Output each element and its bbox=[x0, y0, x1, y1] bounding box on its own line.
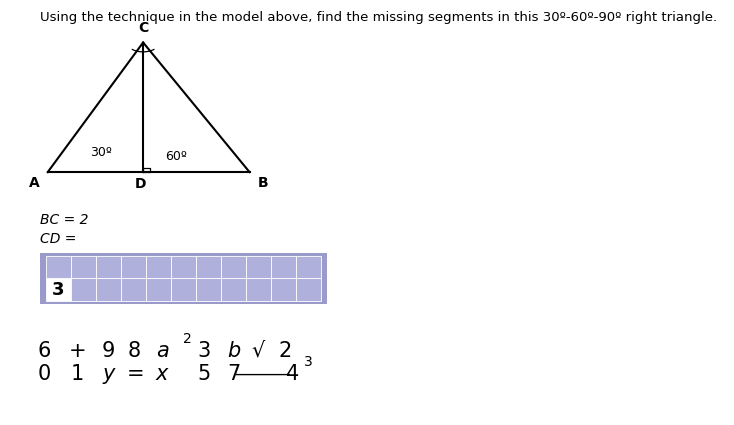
Text: 4: 4 bbox=[286, 364, 299, 384]
Text: y: y bbox=[103, 364, 115, 384]
Bar bbox=[146, 256, 171, 278]
Bar bbox=[46, 278, 70, 301]
Text: 6: 6 bbox=[37, 340, 51, 361]
Bar bbox=[196, 256, 221, 278]
Text: 3: 3 bbox=[52, 280, 65, 299]
Bar bbox=[95, 256, 121, 278]
Bar bbox=[70, 256, 95, 278]
Bar bbox=[146, 278, 171, 301]
Bar bbox=[40, 253, 327, 304]
Bar bbox=[70, 278, 95, 301]
Text: =: = bbox=[127, 364, 145, 384]
Bar bbox=[272, 278, 297, 301]
Text: 3: 3 bbox=[197, 340, 211, 361]
Text: b: b bbox=[227, 340, 240, 361]
Text: 60º: 60º bbox=[165, 150, 187, 163]
Bar bbox=[121, 256, 146, 278]
Text: D: D bbox=[134, 177, 146, 191]
Bar bbox=[196, 278, 221, 301]
Bar bbox=[171, 278, 196, 301]
Text: 8: 8 bbox=[128, 340, 141, 361]
Text: +: + bbox=[68, 340, 86, 361]
Bar bbox=[297, 278, 321, 301]
Text: 9: 9 bbox=[102, 340, 115, 361]
Text: √: √ bbox=[252, 340, 265, 361]
Text: 5: 5 bbox=[197, 364, 211, 384]
Text: ―――: ――― bbox=[236, 365, 290, 383]
Bar bbox=[272, 256, 297, 278]
Text: 2: 2 bbox=[278, 340, 291, 361]
Text: 30º: 30º bbox=[90, 146, 112, 159]
Bar bbox=[297, 256, 321, 278]
Bar bbox=[46, 256, 70, 278]
Text: BC = 2: BC = 2 bbox=[40, 212, 89, 227]
Bar bbox=[121, 278, 146, 301]
Text: CD =: CD = bbox=[40, 232, 77, 246]
Bar bbox=[221, 278, 246, 301]
Bar bbox=[171, 256, 196, 278]
Text: B: B bbox=[258, 176, 268, 190]
Bar bbox=[95, 278, 121, 301]
Text: 0: 0 bbox=[37, 364, 51, 384]
Text: x: x bbox=[156, 364, 168, 384]
Text: A: A bbox=[29, 176, 40, 190]
Text: 1: 1 bbox=[70, 364, 84, 384]
Text: 2: 2 bbox=[183, 332, 192, 346]
Bar bbox=[246, 278, 272, 301]
Text: 7: 7 bbox=[227, 364, 240, 384]
Text: Using the technique in the model above, find the missing segments in this 30º-60: Using the technique in the model above, … bbox=[40, 11, 718, 24]
Bar bbox=[221, 256, 246, 278]
Text: a: a bbox=[156, 340, 169, 361]
Text: C: C bbox=[138, 21, 148, 35]
Text: 3: 3 bbox=[304, 355, 313, 369]
Bar bbox=[246, 256, 272, 278]
